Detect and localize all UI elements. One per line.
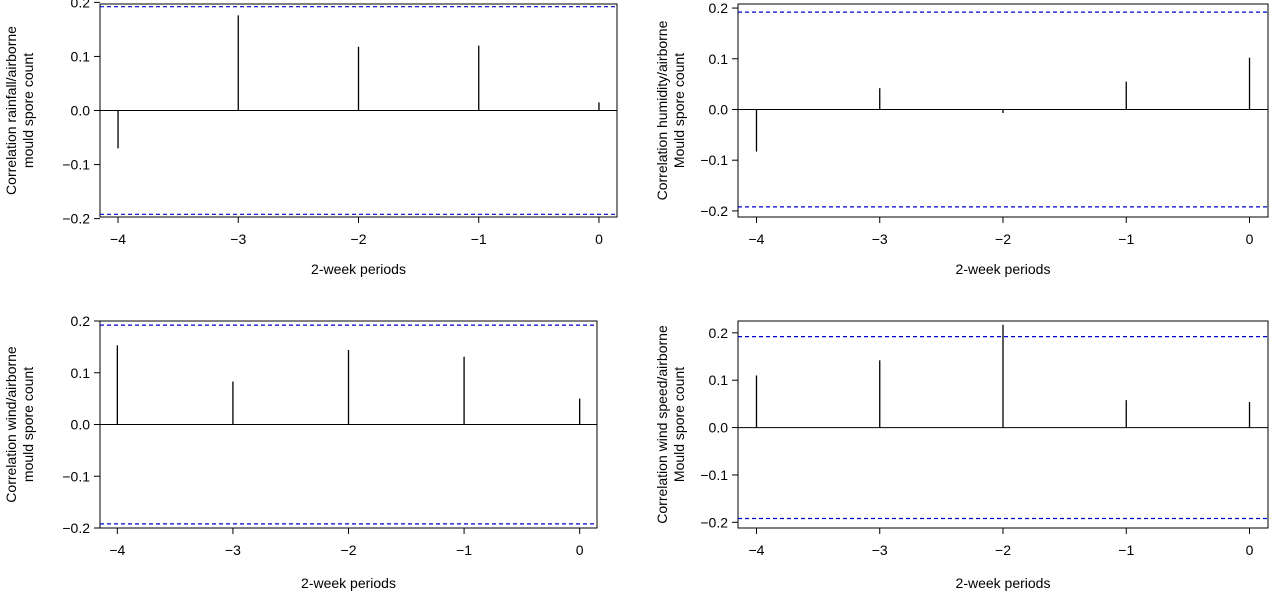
x-tick-label: −2 (995, 231, 1011, 247)
y-tick-label: 0.2 (71, 0, 91, 10)
x-axis-label: 2-week periods (956, 575, 1051, 591)
y-axis-label: Correlation humidity/airborneMould spore… (654, 20, 687, 200)
y-axis-label: Correlation rainfall/airbornemould spore… (3, 26, 36, 195)
y-axis-label-line: Correlation humidity/airborne (654, 20, 670, 200)
x-tick-label: −3 (872, 231, 888, 247)
y-tick-label: −0.1 (62, 468, 90, 484)
x-tick-label: −3 (872, 542, 888, 558)
y-tick-label: −0.1 (62, 157, 90, 173)
y-tick-label: 0.1 (71, 365, 91, 381)
x-tick-label: −1 (471, 231, 487, 247)
x-tick-label: −4 (749, 542, 765, 558)
y-tick-label: −0.2 (700, 203, 728, 219)
panel-4: −0.2 −0.1 0.0 0.1 0.2 −4 −3 −2 −1 0 2-week periods… (654, 320, 1269, 591)
y-tick-label: 0.1 (709, 372, 729, 388)
y-axis-label-line: Correlation wind speed/airborne (654, 325, 670, 524)
y-tick-label: −0.1 (700, 467, 728, 483)
y-tick-label: 0.0 (709, 101, 729, 117)
y-tick-label: 0.2 (71, 313, 91, 329)
panel-1: −0.2 −0.1 0.0 0.1 0.2 −4 −3 −2 −1 0 2-week periods… (3, 0, 618, 277)
y-tick-label: 0.0 (71, 103, 91, 119)
y-tick-label: 0.0 (71, 417, 91, 433)
x-tick-label: 0 (595, 231, 603, 247)
y-axis-label: Correlation wind speed/airborneMould spo… (654, 325, 687, 524)
y-tick-label: 0.0 (709, 420, 729, 436)
x-tick-label: −2 (351, 231, 367, 247)
y-axis-label: Correlation wind/airbornemould spore cou… (3, 346, 36, 503)
x-tick-label: 0 (1246, 231, 1254, 247)
y-tick-label: −0.2 (62, 211, 90, 227)
y-tick-label: 0.1 (709, 51, 729, 67)
x-axis-label: 2-week periods (311, 261, 406, 277)
x-tick-label: −1 (1118, 231, 1134, 247)
y-tick-label: −0.2 (700, 514, 728, 530)
y-axis-label-line: mould spore count (20, 53, 36, 168)
x-tick-label: 0 (576, 542, 584, 558)
y-axis-label-line: mould spore count (20, 367, 36, 482)
x-tick-label: −2 (995, 542, 1011, 558)
x-tick-label: −1 (1118, 542, 1134, 558)
y-tick-label: 0.2 (709, 325, 729, 341)
x-tick-label: −4 (110, 231, 126, 247)
panel-2: −0.2 −0.1 0.0 0.1 0.2 −4 −3 −2 −1 0 2-week periods… (654, 0, 1269, 277)
y-axis-label-line: Correlation wind/airborne (3, 346, 19, 503)
x-tick-label: −4 (749, 231, 765, 247)
y-tick-label: 0.1 (71, 48, 91, 64)
y-tick-label: −0.2 (62, 520, 90, 536)
panel-3: −0.2 −0.1 0.0 0.1 0.2 −4 −3 −2 −1 0 2-week periods… (3, 313, 598, 591)
y-axis-label-line: Mould spore count (671, 53, 687, 168)
x-axis-label: 2-week periods (956, 261, 1051, 277)
x-tick-label: −4 (109, 542, 125, 558)
x-tick-label: −1 (456, 542, 472, 558)
y-tick-label: −0.1 (700, 152, 728, 168)
y-axis-label-line: Mould spore count (671, 367, 687, 482)
x-tick-label: −3 (230, 231, 246, 247)
x-tick-label: −2 (341, 542, 357, 558)
x-tick-label: 0 (1246, 542, 1254, 558)
x-tick-label: −3 (225, 542, 241, 558)
y-tick-label: 0.2 (709, 0, 729, 16)
x-axis-label: 2-week periods (301, 575, 396, 591)
y-axis-label-line: Correlation rainfall/airborne (3, 26, 19, 195)
